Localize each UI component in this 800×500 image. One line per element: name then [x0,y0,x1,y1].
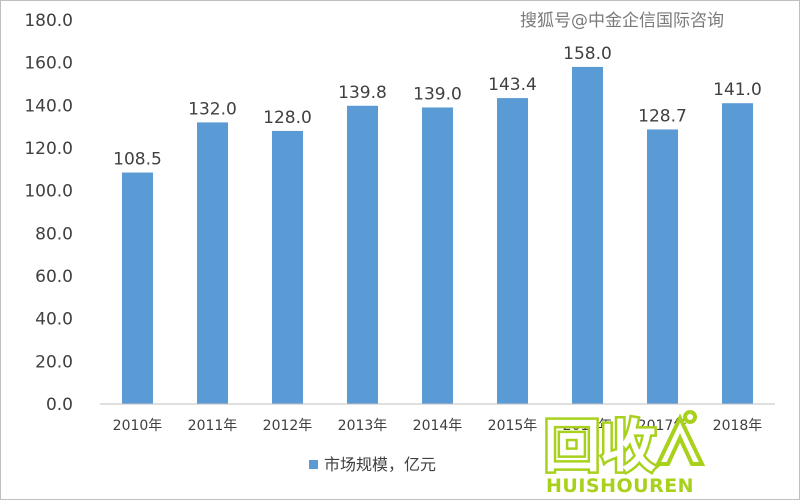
logo-sub-text: HUISHOUREN [546,475,694,496]
y-tick-label: 20.0 [35,352,73,372]
data-label: 128.7 [638,106,687,126]
bar [272,130,303,404]
logo-main-text: 回收 [544,415,656,480]
x-tick-label: 2014年 [413,418,463,434]
x-tick-label: 2018年 [713,418,763,434]
bar [572,66,603,404]
legend: 市场规模，亿元 [309,455,436,474]
y-axis: 0.0 20.0 40.0 60.0 80.0 100.0 120.0 140.0 160.0 1… [24,11,73,415]
y-tick-label: 140.0 [24,96,73,116]
value-labels: 108.5 132.0 128.0 139.8 139.0 143.4 158.0 128.7… [113,44,762,170]
y-tick-label: 180.0 [24,11,73,31]
data-label: 143.4 [488,75,537,95]
y-tick-label: 80.0 [35,224,73,244]
data-label: 108.5 [113,150,162,170]
x-tick-label: 2010年 [113,418,163,434]
data-label: 141.0 [713,80,762,100]
bar [722,103,753,404]
x-tick-label: 2011年 [188,418,238,434]
logo-figure-icon [654,410,706,466]
data-label: 158.0 [563,44,612,64]
bar [497,98,528,404]
x-tick-label: 2016年 [563,418,613,434]
bar [647,129,678,404]
x-tick-label: 2012年 [263,418,313,434]
y-tick-label: 40.0 [35,310,73,330]
data-label: 139.8 [338,83,387,103]
y-tick-label: 160.0 [24,54,73,74]
watermark-text: 搜狐号@中金企信国际咨询 [520,11,724,31]
bars [122,66,753,405]
y-tick-label: 120.0 [24,139,73,159]
bar [422,107,453,404]
data-label: 132.0 [188,99,237,119]
bar [347,105,378,404]
y-tick-label: 100.0 [24,182,73,202]
y-tick-label: 0.0 [46,395,73,415]
y-tick-label: 60.0 [35,267,73,287]
bar [122,172,153,404]
logo: 回收 HUISHOUREN [542,410,706,496]
bar [197,122,228,405]
x-tick-label: 2013年 [338,418,388,434]
legend-label: 市场规模，亿元 [324,455,436,474]
x-axis: 2010年 2011年 2012年 2013年 2014年 2015年 2016年 2017年… [100,403,775,434]
legend-swatch [309,460,318,469]
data-label: 128.0 [263,108,312,128]
data-label: 139.0 [413,84,462,104]
x-tick-label: 2015年 [488,418,538,434]
